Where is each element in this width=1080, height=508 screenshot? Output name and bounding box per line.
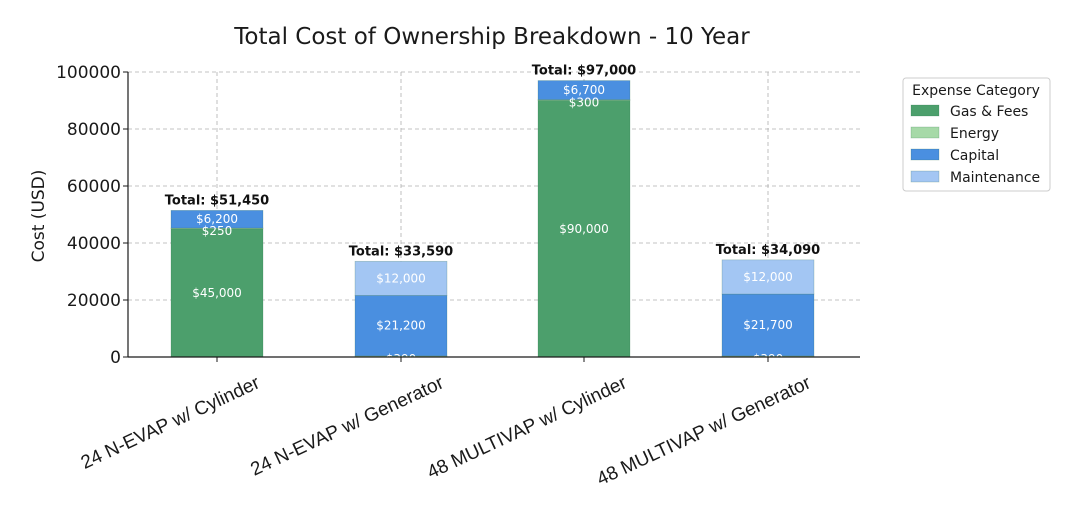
segment-value-label: $6,200: [196, 212, 238, 226]
y-tick-label: 0: [110, 348, 121, 368]
bar-total-label: Total: $33,590: [349, 244, 453, 259]
segment-value-label: $250: [202, 224, 233, 238]
y-tick-label: 40000: [67, 234, 121, 254]
segment-value-label: $300: [569, 96, 600, 110]
x-tick-label: 24 N-EVAP w/ Generator: [247, 372, 447, 480]
legend-swatch: [910, 170, 940, 183]
bar-segment: [721, 259, 815, 295]
chart-title: Total Cost of Ownership Breakdown - 10 Y…: [233, 24, 750, 50]
segment-value-label: $21,200: [376, 319, 426, 333]
legend-entry: Capital: [950, 148, 999, 164]
y-axis-label: Cost (USD): [29, 170, 49, 263]
legend-swatch: [910, 126, 940, 139]
legend-swatch: [910, 148, 940, 161]
x-tick-label: 48 MULTIVAP w/ Cylinder: [424, 372, 631, 483]
bar-segment: [354, 260, 448, 296]
bar-segment: [537, 100, 631, 358]
bar-total-label: Total: $51,450: [165, 193, 269, 208]
y-tick-label: 80000: [67, 120, 121, 140]
legend-entry: Energy: [950, 126, 999, 142]
y-tick-label: 100000: [56, 63, 121, 83]
segment-value-label: $6,700: [563, 83, 605, 97]
segment-value-label: $12,000: [376, 271, 426, 285]
legend: Expense Category Gas & Fees Energy Capital…: [902, 77, 1051, 192]
bar-total-label: Total: $34,090: [716, 243, 820, 258]
bar-segment: [354, 295, 448, 357]
bar-total-label: Total: $97,000: [532, 64, 636, 79]
legend-entry: Maintenance: [950, 170, 1040, 186]
legend-items: Gas & Fees Energy Capital Maintenance: [910, 104, 1040, 186]
y-tick-label: 20000: [67, 291, 121, 311]
segment-value-label: $90,000: [559, 222, 609, 236]
segment-value-label: $21,700: [743, 318, 793, 332]
bar-segment: [537, 80, 631, 100]
legend-frame: [902, 77, 1051, 192]
segment-value-label: $45,000: [192, 286, 242, 300]
y-tick-label: 60000: [67, 177, 121, 197]
segment-value-label: $12,000: [743, 270, 793, 284]
legend-entry: Gas & Fees: [950, 104, 1028, 120]
legend-title: Expense Category: [912, 83, 1040, 99]
bar-segment: [170, 227, 264, 230]
x-tick-label: 24 N-EVAP w/ Cylinder: [78, 372, 264, 474]
bar-segment: [721, 293, 815, 357]
bar-segment: [170, 210, 264, 229]
legend-swatch: [910, 104, 940, 117]
